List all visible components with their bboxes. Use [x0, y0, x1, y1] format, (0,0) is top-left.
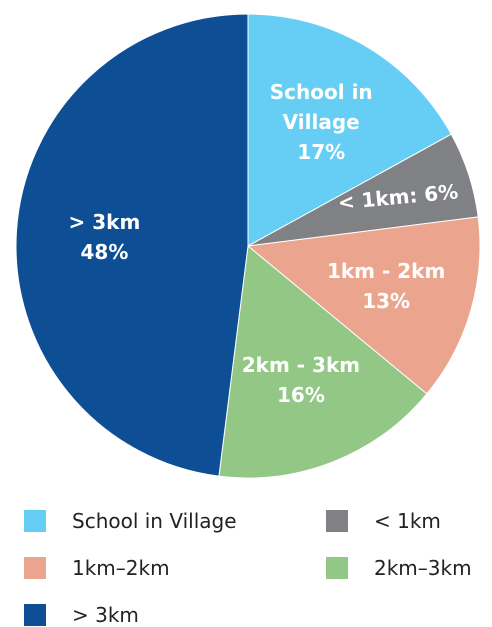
legend-entry: School in Village	[72, 509, 237, 533]
slice-value: 13%	[362, 289, 411, 314]
legend-swatch	[326, 510, 348, 532]
legend-entry: > 3km	[72, 603, 139, 627]
pie-slice	[15, 13, 249, 477]
slice-name: 1km - 2km	[311, 256, 461, 286]
slice-name-text: 2km - 3km	[241, 352, 361, 377]
pie-slice	[247, 13, 452, 247]
slice-name: School in Village	[246, 77, 396, 137]
slice-value-line: 13%	[311, 286, 461, 316]
slice-name-text: > 3km	[68, 209, 141, 234]
slice-value: 16%	[277, 382, 325, 407]
slice-label: 2km - 3km 16%	[226, 350, 376, 410]
slice-value-line: 16%	[226, 380, 376, 410]
legend-swatch	[326, 557, 348, 579]
legend-swatch	[24, 604, 46, 626]
legend-swatch	[24, 510, 46, 532]
slice-label: School in Village 17%	[246, 77, 396, 167]
legend-entry: 2km–3km	[374, 556, 472, 580]
pie	[15, 13, 481, 479]
slice-label: 1km - 2km 13%	[311, 256, 461, 316]
pie-slice	[246, 216, 481, 395]
slice-name-text: < 1km:	[336, 183, 419, 215]
slice-name-text: School in Village	[269, 80, 373, 135]
legend-label: School in Village	[72, 509, 237, 533]
legend-label: 2km–3km	[374, 556, 472, 580]
legend-entry: 1km–2km	[72, 556, 170, 580]
slice-label: > 3km 48%	[29, 207, 179, 267]
legend-label: > 3km	[72, 603, 139, 627]
pie-slice	[218, 245, 428, 479]
legend-label: 1km–2km	[72, 556, 170, 580]
slice-value-line: 48%	[29, 237, 179, 267]
slice-value: 17%	[297, 140, 346, 165]
slice-value: 6%	[423, 179, 460, 207]
legend-swatch	[24, 557, 46, 579]
slice-value-line: 17%	[246, 137, 396, 167]
legend-label: < 1km	[374, 509, 441, 533]
slice-value: 48%	[80, 239, 129, 264]
slice-name: > 3km	[29, 207, 179, 237]
legend-entry: < 1km	[374, 509, 441, 533]
slice-name-text: 1km - 2km	[326, 259, 446, 284]
slice-name: 2km - 3km	[226, 350, 376, 380]
